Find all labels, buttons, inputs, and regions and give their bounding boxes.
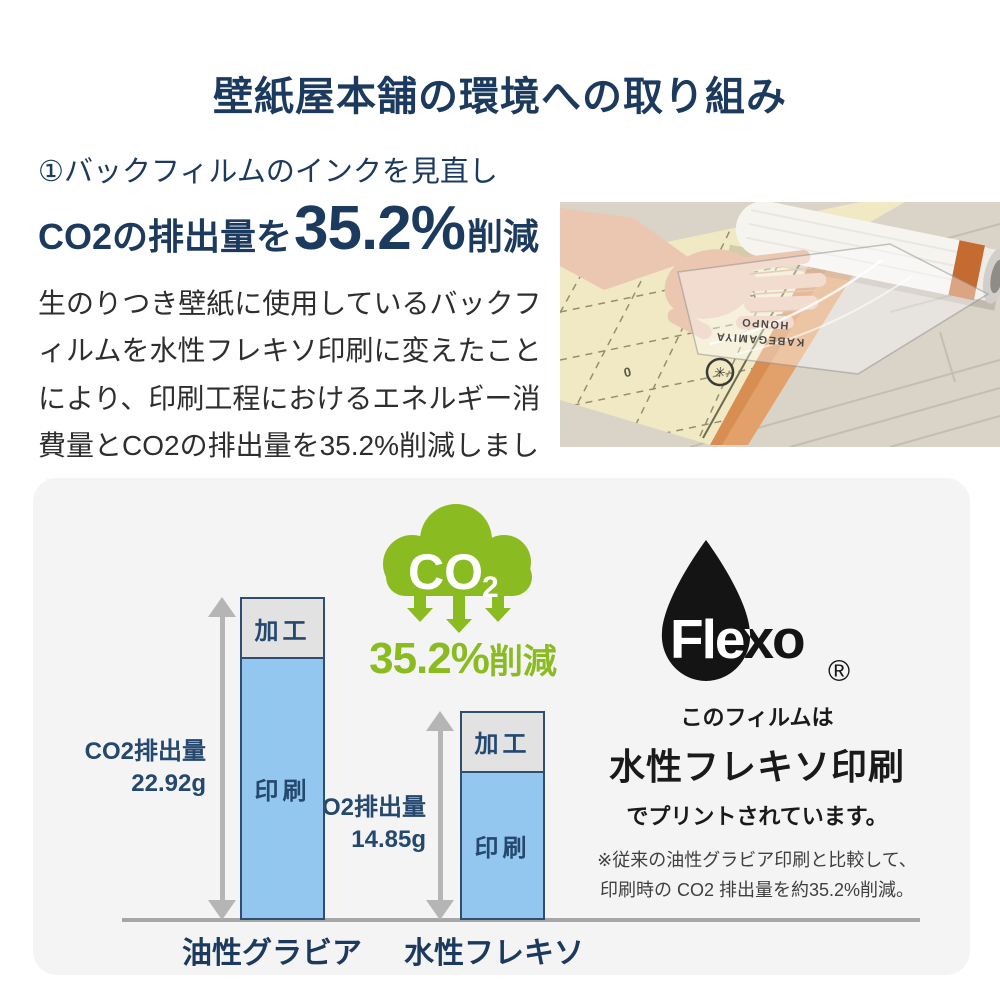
svg-text:Flexo: Flexo xyxy=(670,608,804,670)
co2-statement-value: 35.2% xyxy=(294,194,466,263)
co2-cloud-icon: CO 2 xyxy=(383,504,532,633)
svg-text:HONPO: HONPO xyxy=(740,316,789,331)
chart-baseline xyxy=(122,918,920,922)
section-heading: ①バックフィルムのインクを見直し xyxy=(38,156,498,188)
flexo-note-line1: ※従来の油性グラビア印刷と比較して、 xyxy=(597,850,917,870)
svg-text:2: 2 xyxy=(482,571,499,604)
category-label-water-flexo: 水性フレキソ xyxy=(404,937,584,970)
page-title: 壁紙屋本舗の環境への取り組み xyxy=(213,75,787,119)
flexo-line2: 水性フレキソ印刷 xyxy=(608,746,905,787)
svg-text:✳: ✳ xyxy=(714,364,727,381)
bar-segment-printing: 印刷 xyxy=(254,778,311,806)
bar-segment-processing: 加工 xyxy=(242,598,323,660)
down-arrow-icon xyxy=(407,590,433,622)
roll-orange-band xyxy=(948,240,986,301)
co2-total-label-oil: CO2排出量 22.92g xyxy=(84,738,206,798)
svg-text:CO: CO xyxy=(408,544,483,600)
film-logo-mark: ✳ xyxy=(705,357,735,387)
bar-segment-processing: 加工 xyxy=(462,712,543,774)
product-photo: 10 50 0 xyxy=(560,202,1000,447)
ink-droplet-icon xyxy=(661,540,751,681)
bar-water-flexo: 加工 印刷 xyxy=(460,710,545,920)
bar-segment-printing: 印刷 xyxy=(474,835,531,863)
flexo-line3: でプリントされています。 xyxy=(626,804,888,829)
co2-range-arrow-water xyxy=(426,710,454,920)
co2-reduction-statement: CO2の排出量を 35.2% 削減 xyxy=(38,198,539,260)
grid-number: 0 xyxy=(622,364,632,380)
bar-oil-gravure: 加工 印刷 xyxy=(240,596,325,920)
flexo-logo: Flexo Flexo ® xyxy=(661,540,850,688)
down-arrow-icon xyxy=(446,590,472,633)
flexo-line1: このフィルムは xyxy=(680,705,834,730)
registered-mark: ® xyxy=(828,655,850,688)
co2-statement-suffix: 削減 xyxy=(466,216,539,257)
co2-range-arrow-oil xyxy=(208,596,236,920)
flexo-note-line2: 印刷時の CO2 排出量を約35.2%削減。 xyxy=(599,879,915,900)
down-arrow-icon xyxy=(485,590,511,622)
svg-text:Flexo: Flexo xyxy=(670,608,804,670)
co2-statement-prefix: CO2の排出量を xyxy=(38,216,293,257)
hand xyxy=(560,208,827,340)
reduction-label: 35.2% 削減 xyxy=(369,634,557,683)
flexo-description: このフィルムは 水性フレキソ印刷 でプリントされています。 ※従来の油性グラビア… xyxy=(555,700,959,905)
category-label-oil-gravure: 油性グラビア xyxy=(182,937,362,970)
